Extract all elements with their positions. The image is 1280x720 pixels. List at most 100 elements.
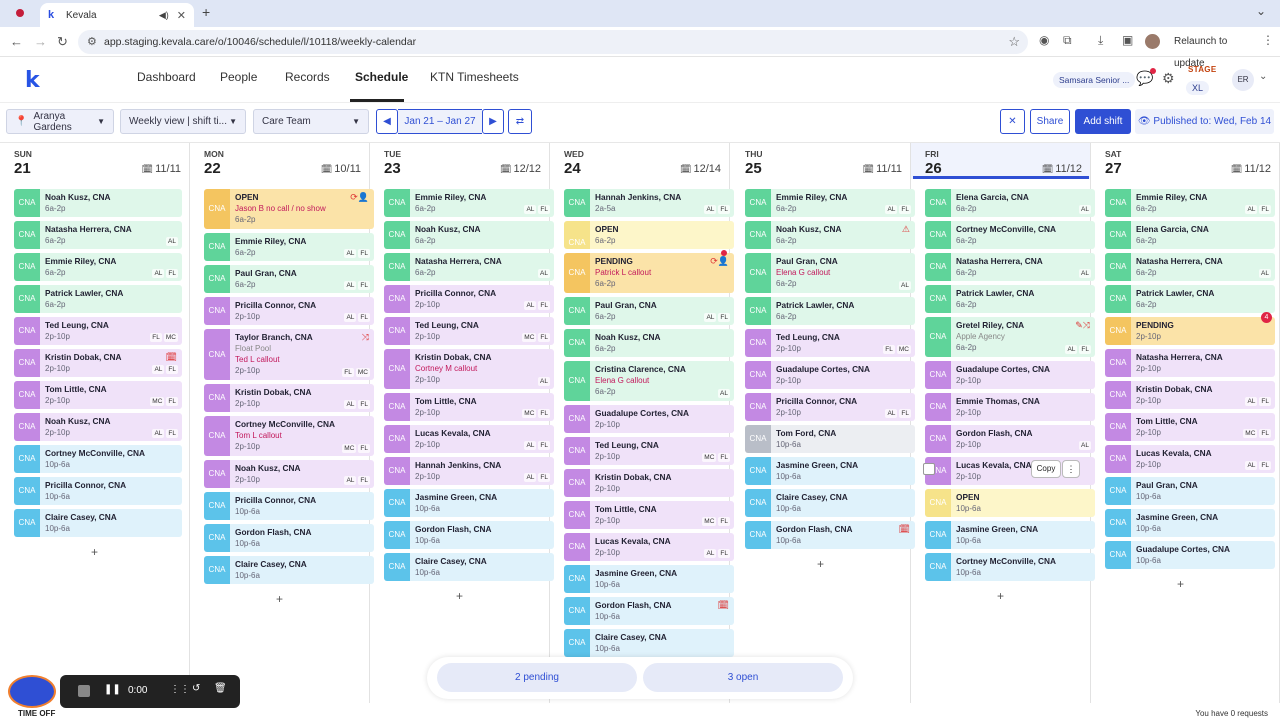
shift-card[interactable]: CNA Ted Leung, CNA 2p-10p MC FL (384, 317, 554, 345)
relaunch-button[interactable]: Relaunch to update (1174, 36, 1228, 69)
location-select[interactable]: 📍 Aranya Gardens ▼ (6, 109, 114, 134)
nav-dashboard[interactable]: Dashboard (137, 70, 196, 84)
shift-card[interactable]: CNA Tom Little, CNA 2p-10p MC FL (564, 501, 734, 529)
shift-card[interactable]: CNA Guadalupe Cortes, CNA 2p-10p (925, 361, 1095, 389)
download-icon[interactable]: ⤓ (1098, 33, 1104, 47)
shift-card[interactable]: CNA Paul Gran, CNA 10p-6a (1105, 477, 1275, 505)
shift-card[interactable]: CNA Claire Casey, CNA 10p-6a (384, 553, 554, 581)
close-tab-icon[interactable]: ✕ (176, 9, 186, 22)
shift-card[interactable]: CNA Cortney McConville, CNA 6a-2p (925, 221, 1095, 249)
shift-card[interactable]: CNA Natasha Herrera, CNA 6a-2p AL (925, 253, 1095, 281)
shift-card[interactable]: CNA Ted Leung, CNA 2p-10p MC FL (564, 437, 734, 465)
shift-card[interactable]: CNA OPEN 10p-6a (925, 489, 1095, 517)
messages-icon[interactable]: 💬 (1136, 70, 1154, 86)
shift-card[interactable]: CNA Lucas Kevala, CNA 2p-10p AL FL (1105, 445, 1275, 473)
shift-status-icon[interactable]: ⚠ (901, 224, 910, 234)
shift-card[interactable]: CNA Claire Casey, CNA 10p-6a (204, 556, 374, 584)
shift-card[interactable]: CNA Emmie Riley, CNA 6a-2p AL FL (1105, 189, 1275, 217)
speaker-icon[interactable]: ◀) (158, 9, 169, 20)
team-select[interactable]: Care Team ▼ (253, 109, 369, 134)
site-info-icon[interactable]: ⚙ (87, 36, 97, 48)
camera-icon[interactable] (8, 675, 56, 708)
shift-card[interactable]: CNA Kristin Dobak, CNA 2p-10p AL FL 🗓 (14, 349, 182, 377)
shift-card[interactable]: CNA Guadalupe Cortes, CNA 2p-10p (564, 405, 734, 433)
shift-card[interactable]: CNA PENDING 2p-10p (1105, 317, 1275, 345)
shift-card[interactable]: CNA Noah Kusz, CNA 6a-2p (564, 329, 734, 357)
shift-card[interactable]: CNA Hannah Jenkins, CNA 2p-10p AL FL (384, 457, 554, 485)
shift-status-icon[interactable]: 🗓 (165, 352, 177, 362)
forward-icon[interactable]: → (34, 34, 47, 49)
shift-card[interactable]: CNA Cortney McConville, CNA Tom L callout 2… (204, 416, 374, 456)
shift-card[interactable]: CNA Pricilla Connor, CNA 10p-6a (204, 492, 374, 520)
shift-card[interactable]: CNA Cortney McConville, CNA 10p-6a (14, 445, 182, 473)
next-week-button[interactable]: ▶ (482, 109, 504, 134)
restart-icon[interactable]: ↺ (192, 683, 201, 694)
address-bar[interactable]: ⚙ app.staging.kevala.care/o/10046/schedu… (78, 30, 1028, 54)
shift-card[interactable]: CNA Patrick Lawler, CNA 6a-2p (1105, 285, 1275, 313)
shift-card[interactable]: CNA Claire Casey, CNA 10p-6a (564, 629, 734, 657)
open-filter-button[interactable]: 3 open (643, 663, 843, 692)
shift-card[interactable]: CNA Pricilla Connor, CNA 2p-10p AL FL (204, 297, 374, 325)
shift-status-icon[interactable]: 🗓 (717, 600, 729, 610)
shift-card[interactable]: CNA Noah Kusz, CNA 6a-2p (14, 189, 182, 217)
shift-card[interactable]: CNA Patrick Lawler, CNA 6a-2p (745, 297, 915, 325)
time-off-label[interactable]: TIME OFF (18, 709, 56, 718)
shift-card[interactable]: CNA Jasmine Green, CNA 10p-6a (564, 565, 734, 593)
shift-card[interactable]: CNA Claire Casey, CNA 10p-6a (14, 509, 182, 537)
copy-shift-button[interactable]: Copy (1031, 460, 1061, 478)
filter-button[interactable]: ⇄ (508, 109, 532, 134)
reload-icon[interactable]: ↻ (57, 34, 68, 49)
pending-filter-button[interactable]: 2 pending (437, 663, 637, 692)
shift-card[interactable]: CNA Tom Little, CNA 2p-10p MC FL (384, 393, 554, 421)
shift-card[interactable]: CNA Elena Garcia, CNA 6a-2p (1105, 221, 1275, 249)
shift-card[interactable]: CNA Natasha Herrera, CNA 6a-2p AL (14, 221, 182, 249)
profile-avatar[interactable] (1145, 34, 1160, 49)
shift-card[interactable]: CNA Kristin Dobak, CNA 2p-10p AL FL (1105, 381, 1275, 409)
puzzle-icon[interactable]: ⧉ (1063, 33, 1072, 47)
shift-card[interactable]: CNA Pricilla Connor, CNA 10p-6a (14, 477, 182, 505)
shift-card[interactable]: CNA Gretel Riley, CNA Apple Agency 6a-2p AL F… (925, 317, 1095, 357)
prev-week-button[interactable]: ◀ (376, 109, 398, 134)
grid-icon[interactable]: ⋮⋮ (170, 684, 190, 695)
shift-card[interactable]: CNA Lucas Kevala, CNA 2p-10p AL FL (384, 425, 554, 453)
shift-card[interactable]: CNA Guadalupe Cortes, CNA 2p-10p (745, 361, 915, 389)
add-shift-plus-icon[interactable]: + (997, 589, 1005, 603)
kevala-logo[interactable]: k (25, 68, 40, 93)
shift-card[interactable]: CNA Emmie Riley, CNA 6a-2p AL FL (14, 253, 182, 281)
add-shift-plus-icon[interactable]: + (817, 557, 825, 571)
published-status[interactable]: 👁 Published to: Wed, Feb 14 (1135, 109, 1274, 134)
shift-card[interactable]: CNA Tom Little, CNA 2p-10p MC FL (14, 381, 182, 409)
shift-card[interactable]: CNA Emmie Riley, CNA 6a-2p AL FL (745, 189, 915, 217)
shift-card[interactable]: CNA Taylor Branch, CNA Float Pool Ted L cal… (204, 329, 374, 380)
shift-card[interactable]: CNA Noah Kusz, CNA 6a-2p (384, 221, 554, 249)
shift-card[interactable]: CNA Ted Leung, CNA 2p-10p FL MC (745, 329, 915, 357)
shift-status-icon[interactable]: ✎⤨ (1075, 320, 1090, 330)
browser-tab[interactable]: k Kevala ◀) ✕ (40, 3, 194, 27)
shift-card[interactable]: CNA Emmie Riley, CNA 6a-2p AL FL (204, 233, 374, 261)
nav-ktn-timesheets[interactable]: KTN Timesheets (430, 70, 519, 84)
shift-card[interactable]: CNA Noah Kusz, CNA 2p-10p AL FL (14, 413, 182, 441)
shift-card[interactable]: CNA Tom Ford, CNA 10p-6a (745, 425, 915, 453)
bookmark-star-icon[interactable]: ☆ (1008, 34, 1020, 49)
shift-card[interactable]: CNA Gordon Flash, CNA 10p-6a 🗓 (745, 521, 915, 549)
new-tab-icon[interactable]: + (202, 4, 211, 20)
more-options-button[interactable]: ⋮ (1062, 460, 1080, 478)
shift-card[interactable]: CNA Kristin Dobak, CNA 2p-10p (564, 469, 734, 497)
shift-card[interactable]: CNA Kristin Dobak, CNA Cortney M callout 2p… (384, 349, 554, 389)
shift-card[interactable]: CNA Elena Garcia, CNA 6a-2p AL (925, 189, 1095, 217)
shift-status-icon[interactable]: ⟳👤 (710, 256, 729, 266)
view-select[interactable]: Weekly view | shift ti... ▼ (120, 109, 246, 134)
shift-card[interactable]: CNA Paul Gran, CNA 6a-2p AL FL (204, 265, 374, 293)
add-shift-button[interactable]: Add shift (1075, 109, 1131, 134)
shift-card[interactable]: CNA OPEN Jason B no call / no show 6a-2p ⟳👤 (204, 189, 374, 229)
add-shift-plus-icon[interactable]: + (276, 592, 284, 606)
user-menu-chevron-icon[interactable]: ⌄ (1259, 71, 1268, 82)
shift-card[interactable]: CNA Emmie Thomas, CNA 2p-10p (925, 393, 1095, 421)
tools-button[interactable]: ✕ (1000, 109, 1025, 134)
shift-card[interactable]: CNA SUP-C OPEN 6a-2p (564, 221, 734, 249)
shift-card[interactable]: CNA Lucas Kevala, CNA 2p-10p AL FL (564, 533, 734, 561)
add-shift-plus-icon[interactable]: + (456, 589, 464, 603)
shift-card[interactable]: CNA Hannah Jenkins, CNA 2a-5a AL FL (564, 189, 734, 217)
trash-icon[interactable]: 🗑 (214, 683, 227, 694)
sidebar-icon[interactable]: ▣ (1122, 33, 1134, 47)
